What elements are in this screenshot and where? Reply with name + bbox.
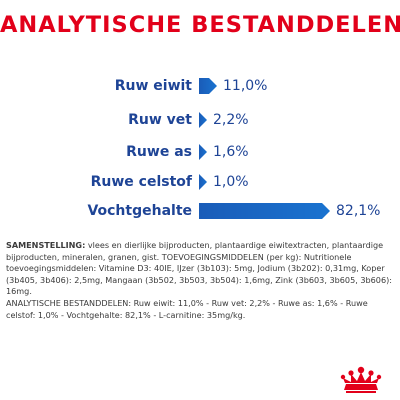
composition-heading: SAMENSTELLING:: [6, 240, 86, 250]
analysis-label: Ruw eiwit: [114, 78, 192, 94]
analysis-value: 2,2%: [213, 112, 249, 128]
page-title: ANALYTISCHE BESTANDDELEN: [0, 12, 400, 38]
analysis-bar: [199, 144, 207, 160]
analysis-label: Ruwe as: [126, 144, 192, 160]
analysis-bar: [199, 174, 207, 190]
analysis-bar: [199, 203, 330, 219]
analysis-row: Ruw vet 2,2%: [0, 109, 400, 131]
analysis-value: 82,1%: [336, 203, 381, 219]
analysis-value: 1,6%: [213, 144, 249, 160]
analysis-label: Ruw vet: [128, 112, 192, 128]
analysis-bar: [199, 112, 207, 128]
analysis-row: Vochtgehalte 82,1%: [0, 200, 400, 222]
analysis-label: Vochtgehalte: [87, 203, 192, 219]
analysis-label: Ruwe celstof: [90, 174, 192, 190]
composition-paragraph: SAMENSTELLING: vlees en dierlijke bijpro…: [6, 240, 394, 298]
composition-text: SAMENSTELLING: vlees en dierlijke bijpro…: [6, 240, 394, 321]
royal-canin-crown-logo-icon: [340, 366, 382, 393]
analysis-value: 11,0%: [223, 78, 268, 94]
analysis-summary: ANALYTISCHE BESTANDDELEN: Ruw eiwit: 11,…: [6, 297, 368, 320]
analysis-row: Ruw eiwit 11,0%: [0, 75, 400, 97]
analysis-bar: [199, 78, 217, 94]
composition-body: vlees en dierlijke bijproducten, plantaa…: [6, 240, 392, 297]
analysis-value: 1,0%: [213, 174, 249, 190]
analysis-row: Ruwe as 1,6%: [0, 141, 400, 163]
analysis-row: Ruwe celstof 1,0%: [0, 171, 400, 193]
